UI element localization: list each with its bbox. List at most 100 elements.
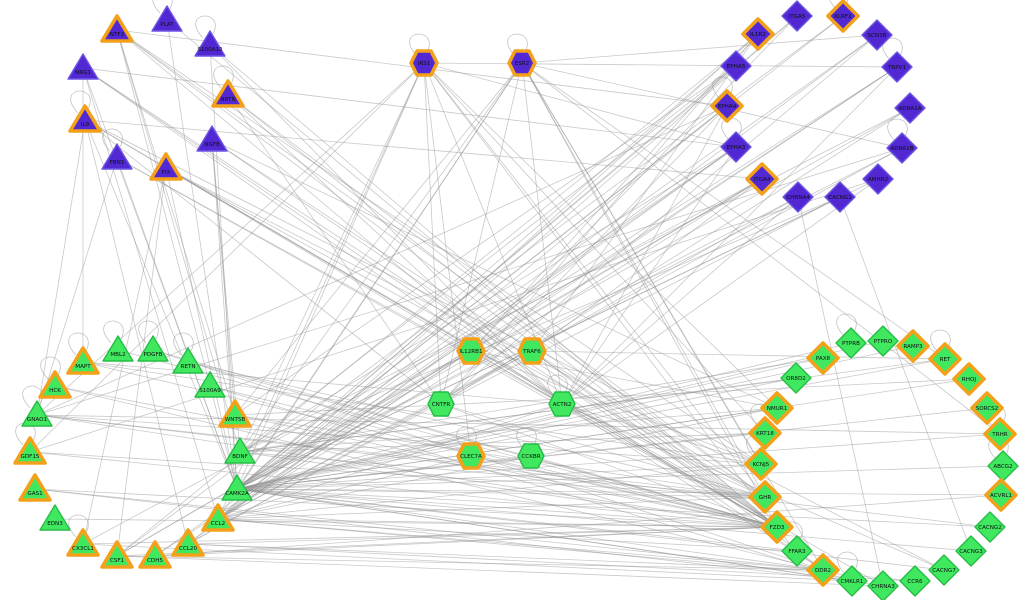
node-GAS1[interactable] <box>18 473 52 502</box>
node-CCL20[interactable] <box>171 528 205 557</box>
edge-ESR2-FZD3 <box>521 62 778 528</box>
node-NTF3[interactable] <box>100 14 134 43</box>
edge-CAMK2A-ACVRL1 <box>236 488 1002 496</box>
node-MBL2[interactable] <box>102 335 134 362</box>
edge-NRG1-EPHA3 <box>82 67 737 148</box>
node-CCR6[interactable] <box>899 565 931 597</box>
node-GHR[interactable] <box>748 480 782 514</box>
node-ADRA1A[interactable] <box>894 92 926 124</box>
node-PDGFB[interactable] <box>137 335 169 362</box>
node-IL9[interactable] <box>68 104 102 133</box>
node-RHOJ[interactable] <box>952 362 986 396</box>
node-CACNG7[interactable] <box>928 554 960 586</box>
node-EPHA4[interactable] <box>710 89 744 123</box>
edge-BDNF-RET <box>239 358 946 453</box>
edge-CDH5-ACVRL1 <box>154 494 1002 557</box>
edge-BDNF-FZD3 <box>239 451 778 528</box>
node-CAMK2A[interactable] <box>221 474 253 501</box>
node-IL1R2[interactable] <box>741 17 775 51</box>
node-RETN[interactable] <box>172 347 204 374</box>
node-S100A12[interactable] <box>194 30 226 57</box>
node-CCKBR[interactable] <box>517 443 545 469</box>
edge-IRS1-EPHA3 <box>423 62 737 148</box>
edge-IL12RB1-KCNJ5 <box>470 350 762 465</box>
node-EPHA5[interactable] <box>720 50 752 82</box>
node-NMUR1[interactable] <box>760 391 794 425</box>
node-ACTN2[interactable] <box>548 391 576 417</box>
node-FZD3[interactable] <box>760 510 794 544</box>
node-WNT5B[interactable] <box>218 399 252 428</box>
node-KRT18[interactable] <box>748 416 782 450</box>
node-EDN3[interactable] <box>39 504 71 531</box>
node-KLRF2[interactable] <box>826 0 860 33</box>
node-HCK[interactable] <box>38 370 72 399</box>
node-CACNG3[interactable] <box>955 535 987 567</box>
node-CLEC7A[interactable] <box>456 442 486 470</box>
node-ADRA1B[interactable] <box>886 132 918 164</box>
node-CNTFR[interactable] <box>427 391 455 417</box>
node-TRHR[interactable] <box>983 417 1017 451</box>
node-GNAO1[interactable] <box>21 400 53 427</box>
node-CHRNA3[interactable] <box>867 570 899 600</box>
node-ESR2[interactable] <box>507 49 537 77</box>
node-AMHR2[interactable] <box>862 163 894 195</box>
node-SCN3B[interactable] <box>861 19 893 51</box>
node-CX3CL1[interactable] <box>66 528 100 557</box>
node-OR8D2[interactable] <box>780 362 812 394</box>
node-IL12RB1[interactable] <box>456 337 486 365</box>
node-CMKLR1[interactable] <box>836 565 868 597</box>
edge-CHRNA4-ACTN2 <box>561 196 799 405</box>
node-NRTN[interactable] <box>211 79 245 108</box>
edge-EPHA4-CCL20 <box>187 105 728 545</box>
edge-NTF3-FZD3 <box>116 29 778 528</box>
node-EPHA3[interactable] <box>720 131 752 163</box>
node-ABCG2[interactable] <box>987 450 1019 482</box>
node-S100A9[interactable] <box>194 371 226 398</box>
node-FBN1[interactable] <box>101 143 133 170</box>
node-DDR2[interactable] <box>806 553 840 587</box>
node-CACNG2[interactable] <box>974 511 1006 543</box>
node-ITGA4[interactable] <box>745 162 779 196</box>
edge-MBL2-FZD3 <box>117 349 778 528</box>
node-PLAT[interactable] <box>151 5 183 32</box>
node-CSF1[interactable] <box>100 540 134 569</box>
node-ITGA5[interactable] <box>781 0 813 32</box>
node-GDF15[interactable] <box>13 436 47 465</box>
node-CCL2[interactable] <box>201 503 235 532</box>
self-loop-FBN1 <box>102 128 123 152</box>
node-IRS1[interactable] <box>409 49 439 77</box>
node-ACVRL1[interactable] <box>984 478 1018 512</box>
edge-TRAF6-CCL2 <box>217 350 533 520</box>
node-MAPT[interactable] <box>66 346 100 375</box>
node-KCNJ5[interactable] <box>744 447 778 481</box>
edge-ITGA5-CCL2 <box>217 15 798 520</box>
edge-NTF3-ACTN2 <box>116 29 563 405</box>
edge-CCL2-CCR6 <box>217 518 916 582</box>
node-BDNF[interactable] <box>224 437 256 464</box>
node-PTPRB[interactable] <box>835 327 867 359</box>
node-CACNG1[interactable] <box>824 181 856 213</box>
node-CHRNA4[interactable] <box>782 181 814 213</box>
node-TRAF6[interactable] <box>517 337 547 365</box>
edge-ESR2-SCN3B <box>521 34 878 64</box>
edge-ESR2-KCNJ5 <box>521 62 762 465</box>
node-SORCS2[interactable] <box>970 391 1004 425</box>
edge-NRG1-CAMK2A <box>82 67 238 490</box>
edge-IRS1-CNTFR <box>423 62 442 405</box>
node-CDH5[interactable] <box>138 540 172 569</box>
node-NRG1[interactable] <box>67 53 99 80</box>
node-RET[interactable] <box>928 342 962 376</box>
node-RAMP3[interactable] <box>896 329 930 363</box>
node-FFAR3[interactable] <box>781 535 813 567</box>
node-TRPV1[interactable] <box>881 51 913 83</box>
edge-IL1R2-CSF1 <box>116 33 759 557</box>
edge-EPHA3-BDNF <box>239 146 737 453</box>
node-PTPRO[interactable] <box>867 325 899 357</box>
node-FIX[interactable] <box>149 152 183 181</box>
edge-NTF3-BDNF <box>116 29 241 453</box>
node-PAX8[interactable] <box>806 341 840 375</box>
edge-CCL2-GHR <box>217 496 766 520</box>
edge-CAMK2A-PTPRB <box>236 342 852 490</box>
node-NGFB[interactable] <box>196 125 228 152</box>
